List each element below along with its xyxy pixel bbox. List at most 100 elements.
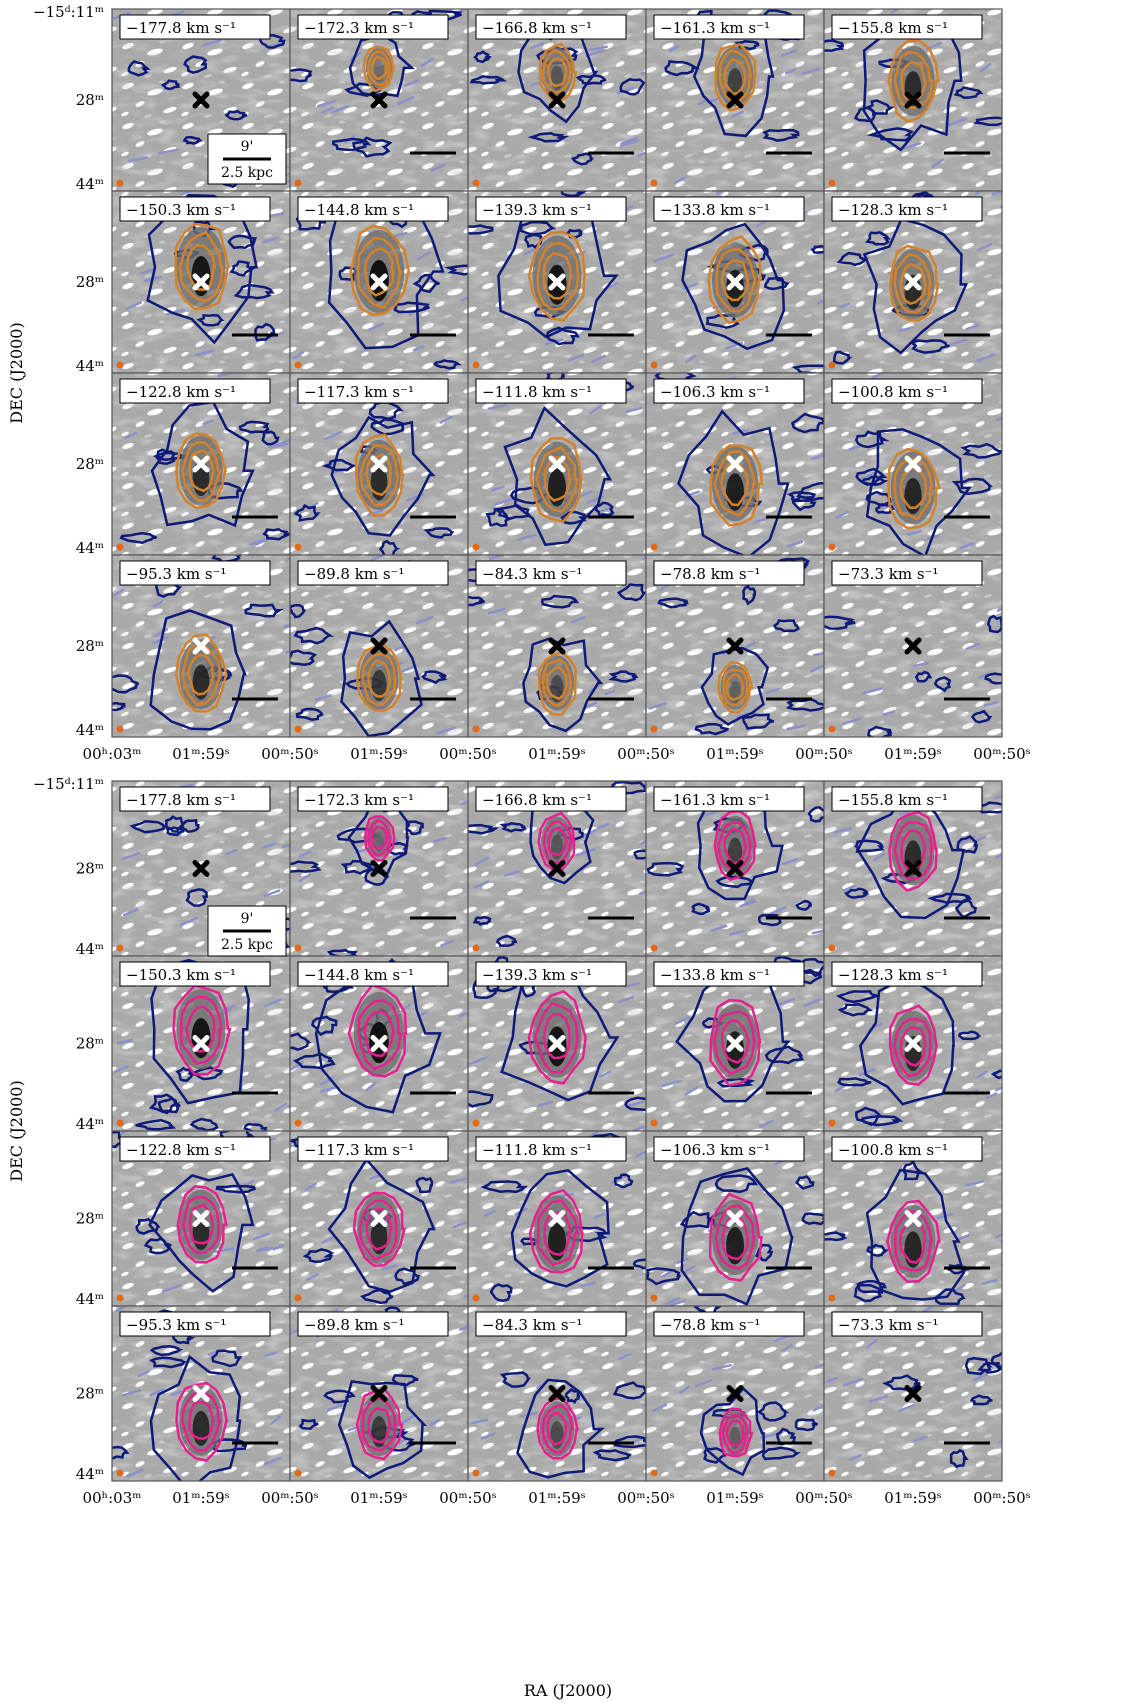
velocity-label: −172.3 km s⁻¹ — [297, 14, 449, 40]
faint-negative-contour — [900, 142, 922, 151]
hi-contour — [243, 1122, 268, 1131]
faint-negative-contour — [626, 406, 643, 413]
source-position-marker — [548, 1385, 566, 1402]
faint-negative-contour — [127, 156, 148, 163]
co-contour — [352, 1191, 407, 1267]
faint-negative-contour — [591, 354, 607, 363]
faint-negative-contour — [158, 148, 179, 155]
hi-contour — [311, 1015, 338, 1037]
faint-negative-contour — [274, 1102, 288, 1112]
faint-negative-contour — [299, 850, 312, 858]
faint-negative-contour — [121, 1388, 142, 1397]
co-contour — [542, 1013, 572, 1060]
faint-negative-contour — [770, 906, 787, 915]
hi-contour — [824, 615, 856, 630]
source-position-marker — [192, 1035, 210, 1052]
hi-contour — [412, 274, 440, 294]
hi-contour — [298, 1418, 319, 1430]
beam-marker — [828, 1119, 836, 1127]
channel-panel: −144.8 km s⁻¹ — [289, 190, 469, 374]
source-position-marker — [370, 273, 388, 291]
faint-negative-contour — [264, 1351, 278, 1358]
hi-contour — [865, 1168, 966, 1301]
source-position-marker — [192, 273, 210, 291]
velocity-label-text: −177.8 km s⁻¹ — [126, 791, 236, 809]
faint-negative-contour — [965, 642, 980, 651]
hi-contour — [254, 322, 276, 342]
faint-negative-contour — [661, 1270, 673, 1278]
co-contour — [893, 1209, 934, 1272]
co-contour — [722, 668, 749, 707]
faint-negative-contour — [810, 664, 824, 673]
hi-contour — [165, 826, 185, 837]
co-contour — [718, 1407, 754, 1458]
faint-negative-contour — [596, 506, 614, 514]
faint-negative-contour — [994, 795, 1002, 800]
x-tick-label: 00ʰ:03ᵐ — [83, 1489, 142, 1507]
faint-negative-contour — [813, 1363, 824, 1370]
velocity-label-text: −111.8 km s⁻¹ — [482, 383, 592, 401]
faint-negative-contour — [965, 1180, 985, 1187]
hi-contour — [359, 1288, 394, 1305]
hi-contour — [791, 364, 824, 373]
velocity-label-box — [119, 196, 271, 222]
source-position-marker — [548, 1035, 566, 1052]
faint-negative-contour — [580, 1281, 597, 1288]
co-contour — [175, 1381, 229, 1462]
hi-contour — [990, 1351, 1002, 1370]
hi-contour — [524, 233, 543, 249]
source-position-marker — [370, 1035, 388, 1052]
velocity-label-text: −150.3 km s⁻¹ — [126, 966, 236, 984]
faint-negative-contour — [842, 717, 861, 725]
co-contour — [545, 666, 570, 701]
faint-negative-contour — [281, 843, 290, 849]
hi-contour — [516, 1378, 605, 1479]
hi-contour — [503, 405, 613, 547]
channel-panel: −117.3 km s⁻¹ — [289, 1130, 469, 1307]
hi-contour — [472, 915, 492, 926]
velocity-label-text: −161.3 km s⁻¹ — [660, 791, 770, 809]
hi-contour — [119, 532, 158, 544]
velocity-label-box — [297, 786, 449, 812]
faint-negative-contour — [817, 299, 824, 305]
hi-contour — [332, 137, 372, 152]
faint-negative-contour — [202, 419, 214, 426]
velocity-label-text: −128.3 km s⁻¹ — [838, 966, 948, 984]
co-contour — [708, 1192, 763, 1282]
velocity-label: −89.8 km s⁻¹ — [297, 560, 449, 586]
channel-panel: −89.8 km s⁻¹ — [289, 1305, 469, 1482]
faint-negative-contour — [589, 404, 602, 415]
faint-negative-contour — [305, 1273, 319, 1282]
hi-contour — [703, 1447, 727, 1464]
co-contour — [887, 39, 940, 123]
hi-contour — [633, 849, 646, 860]
y-tick-label: 28ᵐ — [76, 1385, 104, 1403]
co-contour — [537, 811, 576, 873]
y-tick-label: 44ᵐ — [76, 1115, 104, 1133]
faint-negative-contour — [616, 87, 635, 95]
source-position-marker — [192, 455, 210, 473]
hi-contour — [855, 467, 888, 486]
x-tick-label: 01ᵐ:59ˢ — [528, 1489, 585, 1507]
co-contour — [713, 450, 757, 517]
faint-negative-contour — [617, 995, 635, 1004]
hi-contour — [853, 1283, 884, 1303]
co-contour — [893, 253, 933, 314]
beam-marker — [472, 179, 480, 187]
faint-negative-contour — [317, 99, 337, 108]
hi-contour — [977, 1361, 1002, 1374]
faint-negative-contour — [897, 1403, 915, 1413]
faint-negative-contour — [225, 848, 238, 856]
beam-marker — [116, 1469, 124, 1477]
channel-panel: −150.3 km s⁻¹ — [111, 955, 291, 1132]
faint-negative-contour — [126, 1468, 145, 1478]
hi-contour — [960, 442, 1002, 459]
co-contour — [546, 1411, 568, 1447]
source-position-marker — [192, 1210, 210, 1227]
co-contour — [717, 661, 754, 714]
velocity-label-text: −73.3 km s⁻¹ — [838, 565, 938, 583]
velocity-label: −111.8 km s⁻¹ — [475, 1136, 627, 1162]
velocity-label: −117.3 km s⁻¹ — [297, 378, 449, 404]
velocity-label-box — [475, 1311, 627, 1337]
hi-contour — [370, 418, 405, 436]
